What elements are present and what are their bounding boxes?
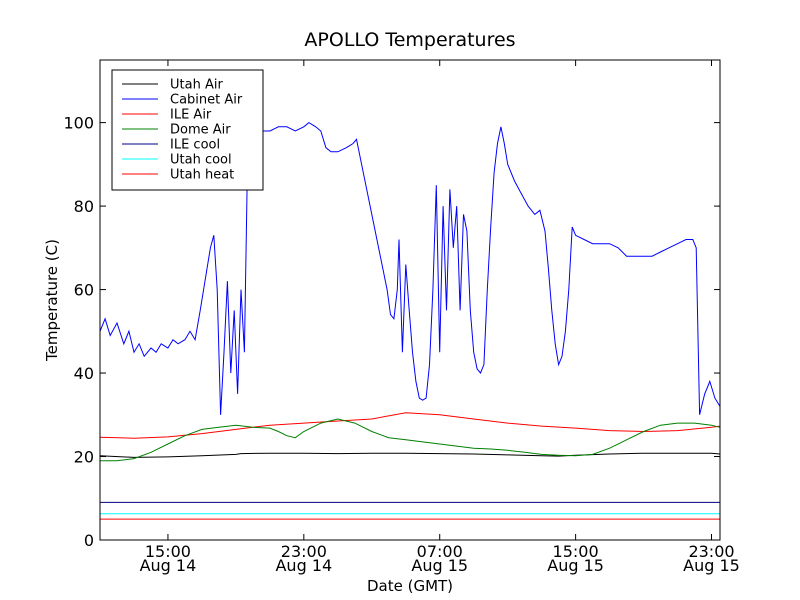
legend-frame [111,69,264,191]
plot-frame [99,59,721,541]
legend-label-utah-heat: Utah heat [170,168,234,183]
series-line-dome-air [100,418,721,462]
y-tick-label: 80 [74,197,94,216]
x-tick-label-date: Aug 15 [411,556,468,575]
legend-label-ile-cool: ILE cool [170,138,220,153]
legend-label-cabinet-air: Cabinet Air [170,93,243,108]
x-tick-label-time: 15:00 [553,542,599,561]
y-tick-label: 40 [74,364,94,383]
legend-label-dome-air: Dome Air [170,123,231,138]
series-layer [99,121,721,520]
series-line-utah-air [99,452,721,458]
y-tick-label: 0 [84,531,94,550]
x-tick-label-time: 23:00 [688,542,734,561]
x-tick-label-date: Aug 15 [683,556,740,575]
x-tick-label-time: 15:00 [145,542,191,561]
series-line-cabinet-air [99,121,721,415]
y-tick-label: 20 [74,448,94,467]
y-axis-label: Temperature (C) [43,239,61,362]
x-axis-label: Date (GMT) [367,577,453,595]
x-tick-label-date: Aug 15 [547,556,604,575]
x-tick-label-time: 23:00 [281,542,327,561]
legend-label-utah-air: Utah Air [170,78,223,93]
y-tick-label: 60 [74,281,94,300]
x-tick-label-date: Aug 14 [275,556,332,575]
legend-label-ile-air: ILE Air [170,108,212,123]
legend-label-utah-cool: Utah cool [170,153,232,168]
chart-title: APOLLO Temperatures [304,29,515,51]
x-tick-label-date: Aug 14 [140,556,197,575]
x-tick-label-time: 07:00 [417,542,463,561]
y-tick-label: 100 [63,114,94,133]
series-line-ile-air [99,412,721,439]
